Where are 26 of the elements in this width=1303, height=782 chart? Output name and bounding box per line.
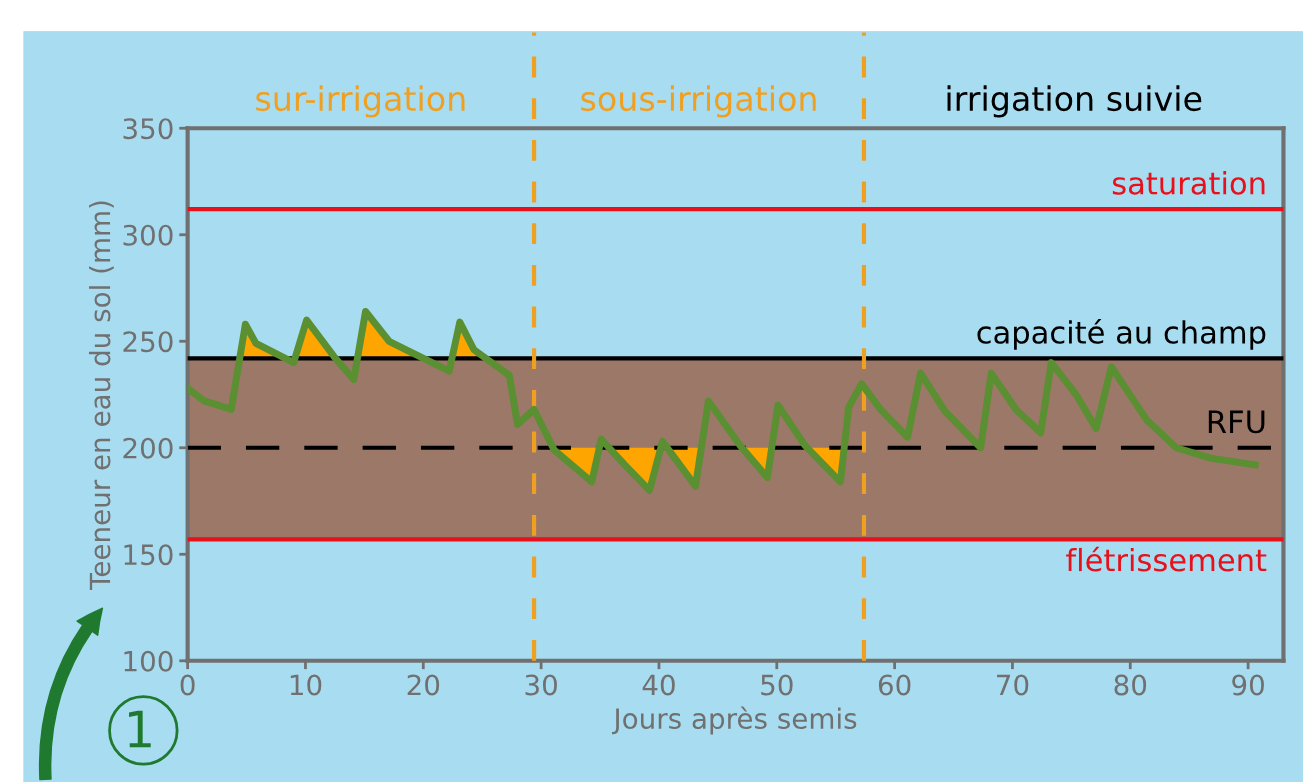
x-tick-label: 20 (407, 674, 440, 696)
x-tick-label: 50 (761, 674, 793, 696)
x-axis-title: Jours après semis (612, 706, 857, 735)
x-tick-label: 0 (180, 674, 195, 696)
y-axis-title: Teeneur en eau du sol (mm) (88, 201, 114, 591)
x-tick-label: 80 (1114, 674, 1147, 696)
ref-line-label: saturation (1112, 171, 1265, 195)
x-tick-label: 30 (525, 674, 557, 696)
x-tick-label: 90 (1232, 674, 1264, 696)
x-tick-label: 60 (878, 674, 911, 696)
ref-line-label: flétrissement (1066, 546, 1267, 572)
ref-line-label: RFU (1208, 410, 1265, 434)
text: irrigation suivie (947, 85, 1202, 118)
x-tick-label: 40 (642, 674, 675, 696)
y-tick-label: 200 (123, 437, 173, 459)
text: sous-irrigation (581, 85, 816, 118)
y-tick-label: 350 (123, 118, 173, 140)
y-tick-label: 250 (123, 331, 173, 353)
x-tick-label: 70 (997, 674, 1029, 696)
x-tick-label: 10 (290, 674, 322, 696)
y-tick-label: 300 (123, 224, 173, 246)
y-tick-label: 100 (124, 650, 173, 672)
text: 1 (129, 710, 151, 748)
ref-line-label: capacité au champ (977, 318, 1266, 350)
y-tick-label: 150 (124, 544, 173, 566)
text: sur-irrigation (256, 85, 465, 118)
